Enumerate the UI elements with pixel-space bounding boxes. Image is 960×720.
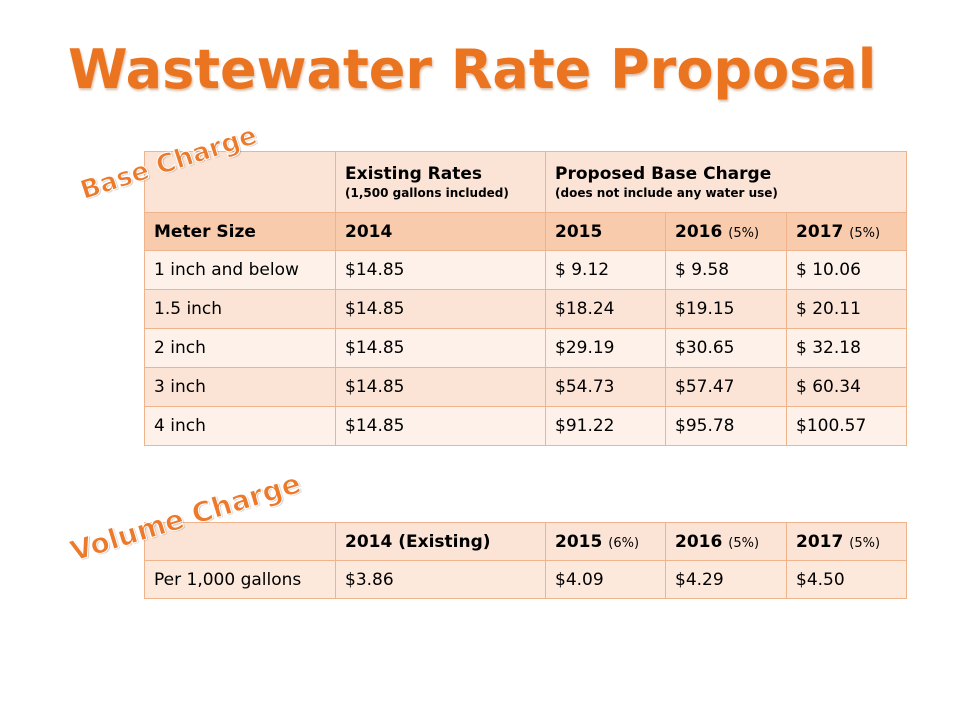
volume-2017-pct: (5%): [849, 535, 881, 551]
rate-2016-cell: $30.65: [665, 328, 787, 368]
existing-rates-title: Existing Rates: [345, 163, 483, 184]
rate-2017-cell: $ 32.18: [786, 328, 907, 368]
table-row: Per 1,000 gallons $3.86 $4.09 $4.29 $4.5…: [144, 560, 907, 599]
meter-size-cell: 4 inch: [144, 406, 336, 446]
table-row: 2 inch $14.85 $29.19 $30.65 $ 32.18: [144, 328, 907, 368]
rate-2014-cell: $14.85: [335, 367, 546, 407]
volume-2014-header: 2014 (Existing): [335, 522, 546, 561]
rate-2014-cell: $14.85: [335, 328, 546, 368]
volume-2015-pct: (6%): [608, 535, 640, 551]
slide-title: Wastewater Rate Proposal: [68, 38, 877, 101]
volume-2017-header: 2017 (5%): [786, 522, 907, 561]
meter-size-cell: 1.5 inch: [144, 289, 336, 329]
volume-2016-label: 2016: [675, 531, 723, 552]
existing-rates-note: (1,500 gallons included): [345, 185, 509, 200]
rate-2016-cell: $19.15: [665, 289, 787, 329]
meter-size-header: Meter Size: [144, 212, 336, 251]
volume-2017-cell: $4.50: [786, 560, 907, 599]
header-empty-cell: [144, 151, 336, 213]
base-charge-table: Existing Rates (1,500 gallons included) …: [144, 151, 907, 446]
meter-size-cell: 2 inch: [144, 328, 336, 368]
rate-2016-cell: $ 9.58: [665, 250, 787, 290]
volume-2016-pct: (5%): [728, 535, 760, 551]
table-row: 4 inch $14.85 $91.22 $95.78 $100.57: [144, 406, 907, 446]
volume-2014-label: 2014: [345, 531, 393, 552]
year-header-row: Meter Size 2014 2015 2016 (5%) 2017 (5%): [144, 212, 907, 251]
year-2017-label: 2017: [796, 221, 844, 242]
proposed-base-header: Proposed Base Charge (does not include a…: [545, 151, 907, 213]
table-row: 3 inch $14.85 $54.73 $57.47 $ 60.34: [144, 367, 907, 407]
volume-2016-header: 2016 (5%): [665, 522, 787, 561]
volume-2015-cell: $4.09: [545, 560, 666, 599]
rate-2015-cell: $ 9.12: [545, 250, 666, 290]
rate-2015-cell: $91.22: [545, 406, 666, 446]
table-row: 1.5 inch $14.85 $18.24 $19.15 $ 20.11: [144, 289, 907, 329]
year-2017-pct: (5%): [849, 225, 881, 241]
rate-2016-cell: $57.47: [665, 367, 787, 407]
volume-2016-cell: $4.29: [665, 560, 787, 599]
rate-2017-cell: $ 10.06: [786, 250, 907, 290]
volume-2014-note: (Existing): [398, 531, 491, 552]
rate-2015-cell: $54.73: [545, 367, 666, 407]
year-2014-header: 2014: [335, 212, 546, 251]
meter-size-cell: 1 inch and below: [144, 250, 336, 290]
rate-2014-cell: $14.85: [335, 406, 546, 446]
table-row: 1 inch and below $14.85 $ 9.12 $ 9.58 $ …: [144, 250, 907, 290]
proposed-base-title: Proposed Base Charge: [555, 163, 772, 184]
year-2016-pct: (5%): [728, 225, 760, 241]
volume-2017-label: 2017: [796, 531, 844, 552]
table-header-row: Existing Rates (1,500 gallons included) …: [144, 151, 907, 213]
rate-2016-cell: $95.78: [665, 406, 787, 446]
volume-unit-cell: Per 1,000 gallons: [144, 560, 336, 599]
year-2016-header: 2016 (5%): [665, 212, 787, 251]
volume-charge-table: 2014 (Existing) 2015 (6%) 2016 (5%) 2017…: [144, 522, 907, 599]
volume-2015-label: 2015: [555, 531, 603, 552]
rate-2014-cell: $14.85: [335, 289, 546, 329]
rate-2015-cell: $29.19: [545, 328, 666, 368]
volume-2015-header: 2015 (6%): [545, 522, 666, 561]
rate-2017-cell: $100.57: [786, 406, 907, 446]
year-2015-header: 2015: [545, 212, 666, 251]
existing-rates-header: Existing Rates (1,500 gallons included): [335, 151, 546, 213]
year-2016-label: 2016: [675, 221, 723, 242]
rate-2017-cell: $ 20.11: [786, 289, 907, 329]
rate-2015-cell: $18.24: [545, 289, 666, 329]
rate-2017-cell: $ 60.34: [786, 367, 907, 407]
proposed-base-note: (does not include any water use): [555, 185, 778, 200]
year-2017-header: 2017 (5%): [786, 212, 907, 251]
rate-2014-cell: $14.85: [335, 250, 546, 290]
meter-size-cell: 3 inch: [144, 367, 336, 407]
volume-header-row: 2014 (Existing) 2015 (6%) 2016 (5%) 2017…: [144, 522, 907, 561]
volume-2014-cell: $3.86: [335, 560, 546, 599]
